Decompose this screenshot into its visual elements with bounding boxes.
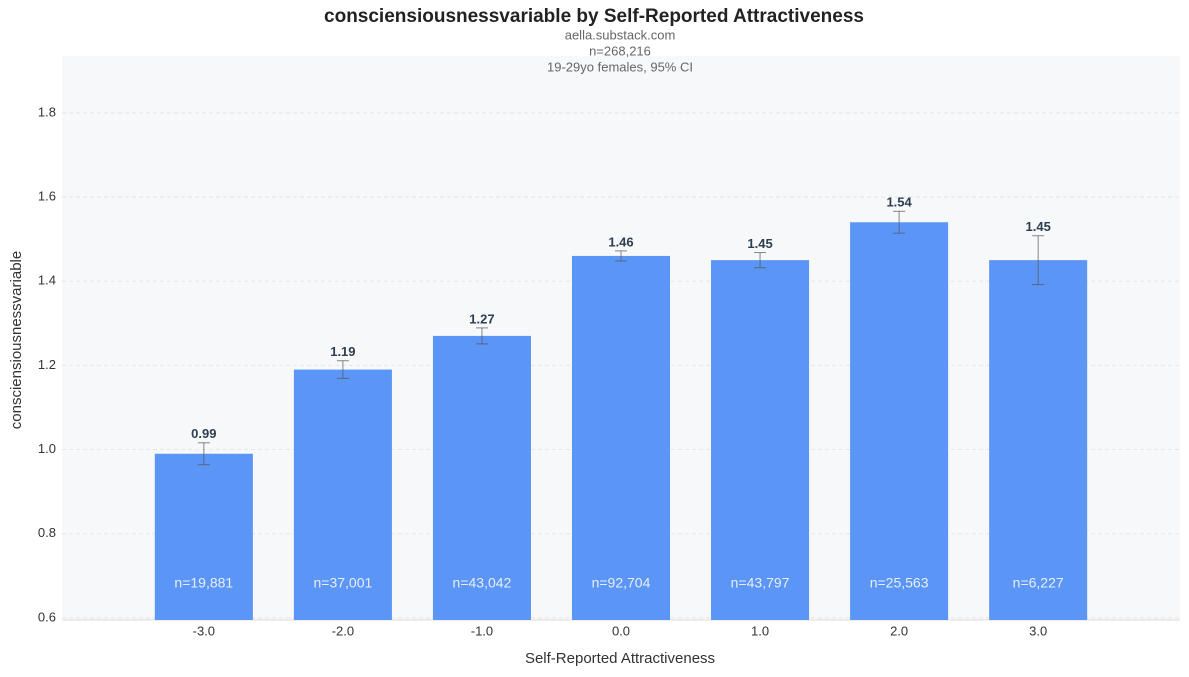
value-label: 0.99 [191,426,216,441]
n-label: n=37,001 [313,575,372,591]
y-tick-label: 1.0 [38,441,56,456]
y-tick-label: 1.4 [38,273,56,288]
bar [850,222,949,621]
chart-title: consciensiousnessvariable by Self-Report… [324,6,864,27]
bar [571,255,671,621]
n-label: n=6,227 [1013,575,1064,591]
bar [154,453,253,620]
x-tick-label: 0.0 [612,623,630,638]
n-label: n=25,563 [870,575,929,591]
x-tick-label: 2.0 [890,623,908,638]
bar [293,369,392,620]
x-tick-label: -3.0 [193,623,215,638]
subtitle: 19-29yo females, 95% CI [547,59,693,74]
n-label: n=19,881 [174,575,233,591]
value-label: 1.19 [330,344,355,359]
x-tick-label: -2.0 [332,623,354,638]
value-label: 1.46 [608,234,633,249]
subtitle: aella.substack.com [565,27,676,42]
y-tick-label: 0.8 [38,525,56,540]
y-tick-label: 1.8 [38,104,56,119]
n-label: n=92,704 [592,575,651,591]
bar [432,335,531,620]
y-tick-label: 1.6 [38,188,56,203]
value-label: 1.27 [469,311,494,326]
bar [989,260,1088,620]
value-label: 1.45 [1026,219,1051,234]
subtitle: n=268,216 [589,43,651,58]
x-tick-label: 1.0 [751,623,769,638]
n-label: n=43,797 [731,575,790,591]
value-label: 1.45 [747,236,772,251]
y-tick-label: 1.2 [38,357,56,372]
x-tick-label: 3.0 [1029,623,1047,638]
value-label: 1.54 [886,195,912,210]
n-label: n=43,042 [453,575,512,591]
x-axis-label: Self-Reported Attractiveness [525,650,715,667]
x-tick-label: -1.0 [471,623,493,638]
bar [711,260,810,620]
y-tick-label: 0.6 [38,609,56,624]
y-axis-label: consciensiousnessvariable [8,251,25,429]
